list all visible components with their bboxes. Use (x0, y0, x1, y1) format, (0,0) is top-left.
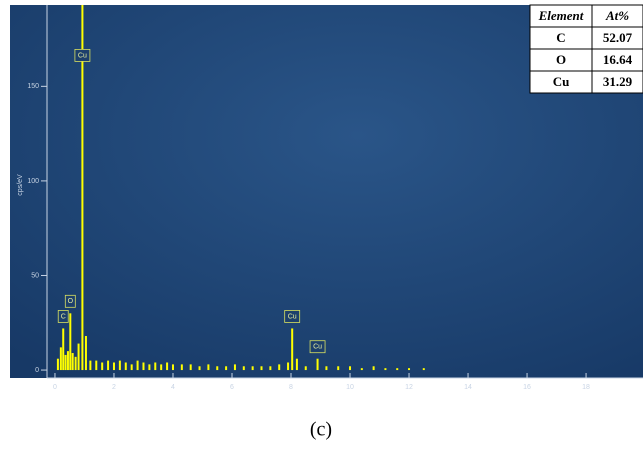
spectrum-bar (304, 366, 307, 371)
peak-label: Cu (313, 344, 322, 351)
spectrum-bar (408, 368, 411, 371)
caption: (c) (310, 419, 332, 441)
spectrum-bar (251, 366, 254, 371)
spectrum-bar (130, 364, 133, 371)
peak-label-box (284, 310, 301, 323)
table-header: At% (605, 8, 629, 23)
spectrum-bar (216, 366, 219, 371)
table-value: 31.29 (603, 74, 633, 89)
table-value: 16.64 (603, 52, 633, 67)
spectrum-bar (207, 364, 210, 371)
spectrum-bar (74, 356, 77, 371)
spectrum-bar (189, 364, 192, 371)
x-tick-label: 14 (464, 384, 472, 391)
plot-area: C O Cu Cu Cu (56, 5, 425, 371)
peak-label-box (64, 294, 76, 308)
spectrum-bar (59, 347, 62, 371)
spectrum-bar (62, 328, 65, 371)
table-cell (591, 70, 643, 94)
spectrum-bar (160, 364, 163, 371)
y-tick-label: 150 (27, 83, 39, 90)
y-tick-label: 50 (31, 272, 39, 279)
table-header: Element (538, 8, 584, 23)
spectrum-bar (112, 362, 115, 371)
spectrum-bar (69, 313, 72, 371)
spectrum-bar (77, 343, 80, 371)
y-tick-label: 0 (35, 367, 39, 374)
peak-label: Cu (288, 313, 297, 320)
x-tick-label: 2 (112, 384, 116, 391)
spectrum-bar (225, 366, 228, 371)
table-value: 52.07 (603, 30, 633, 45)
spectrum-bar (66, 351, 69, 371)
table-value: O (556, 52, 566, 67)
spectrum-bar (95, 360, 98, 371)
spectrum-bar (260, 366, 263, 371)
spectrum-bar (291, 328, 294, 371)
spectrum-bar (89, 360, 92, 371)
x-tick-label: 18 (582, 384, 590, 391)
spectrum-bar (384, 368, 387, 371)
table: Element At% C 52.07 O 16.64 Cu 31.29 (529, 4, 643, 94)
spectrum-bar (118, 360, 121, 371)
x-tick-label: 6 (230, 384, 234, 391)
x-tick-label: 4 (171, 384, 175, 391)
spectrum-bar (84, 336, 87, 371)
x-tick-label: 16 (523, 384, 531, 391)
x-tick-label: 10 (346, 384, 354, 391)
spectrum-bar (287, 362, 290, 371)
spectrum-bar (269, 366, 272, 371)
spectrum-bar (242, 366, 245, 371)
spectrum-bar (101, 362, 104, 371)
peak-label-box (309, 340, 326, 354)
spectrum-bar (136, 360, 139, 371)
y-tick-label: 100 (27, 178, 39, 185)
peak-label: C (61, 313, 66, 320)
spectrum-bar (154, 362, 157, 371)
spectrum-bar (337, 366, 340, 371)
spectrum-bar (325, 366, 328, 371)
spectrum-bar (372, 366, 375, 371)
spectrum-bar (124, 362, 127, 371)
spectrum-bar (142, 362, 145, 371)
spectrum-bar (316, 358, 319, 371)
peak-label: O (68, 298, 74, 305)
table-value: C (556, 30, 565, 45)
spectrum-bar (56, 358, 59, 371)
spectrum-bar (198, 366, 201, 371)
spectrum-bar (166, 362, 169, 371)
spectrum-bar (180, 364, 183, 371)
spectrum-bar (71, 353, 74, 371)
x-tick-label: 8 (289, 384, 293, 391)
x-tick-label: 12 (405, 384, 413, 391)
spectrum-bar (81, 5, 84, 371)
spectrum-bar (396, 368, 399, 371)
peak-label-box (74, 49, 91, 62)
peak-label-box (57, 310, 69, 323)
spectrum-bar (360, 368, 363, 371)
spectrum-bar (107, 360, 110, 371)
spectrum-bar (64, 354, 67, 371)
spectrum-bar (349, 366, 352, 371)
spectrum-bar (171, 364, 174, 371)
table-value: Cu (553, 74, 570, 89)
spectrum-bar (422, 368, 425, 371)
spectrum-bar (233, 364, 236, 371)
spectrum-bar (148, 364, 151, 371)
peak-label: Cu (78, 52, 87, 59)
spectrum-bar (278, 364, 281, 371)
y-axis-label: cps/eV (17, 174, 24, 196)
x-tick-label: 0 (53, 384, 57, 391)
spectrum-bar (295, 358, 298, 371)
